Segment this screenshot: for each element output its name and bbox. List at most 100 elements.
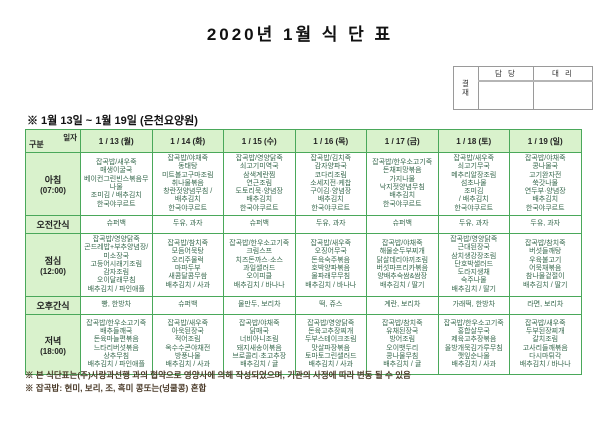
menu-item: 적어조림 (174, 336, 201, 344)
meal-cell: 두유, 과자 (151, 215, 224, 234)
meal-cell: 물만두, 보리차 (223, 296, 296, 315)
menu-item: 미소장국 (103, 252, 130, 260)
menu-item: 깻잎순나물 (457, 352, 490, 360)
menu-item: 배추김치 / 파인애플 (87, 361, 145, 369)
menu-item: 잡곡밥/새우죽 (167, 319, 209, 327)
menu-item: 유채된장국 (386, 327, 419, 335)
date-header: 1 / 14 (화) (151, 129, 224, 153)
menu-item: 모듬어묵탕 (171, 248, 204, 256)
meal-cell: 잡곡밥/한우소고기죽 홍합살무국 제육고추장볶음 올방개묵김가루무침 깻잎순나물 배추김치… (437, 314, 510, 375)
menu-item: 우육불고기 (529, 256, 562, 264)
menu-item: 배추김치 (532, 196, 559, 204)
menu-item: 잡곡밥/참치죽 (381, 319, 423, 327)
menu-item: 코다리조림 (314, 171, 347, 179)
menu-item: 배추김치 / 딸기 (451, 285, 496, 293)
menu-item: 두부된장찌개 (525, 327, 565, 335)
date-header-row: 일자 구분 1 / 13 (월) 1 / 14 (화) 1 / 15 (수) 1 / … (25, 129, 582, 153)
meal-cell: 잡곡밥/새우죽 쇠고기무국 메추리알장조림 섬초나물 조미김 / 배추김치 한국야쿠르트 (437, 152, 510, 216)
menu-item: 잡곡밥/참치죽 (524, 240, 566, 248)
menu-item: 배추김치 / 사과 (165, 281, 210, 289)
meal-cell: 잡곡밥/야채죽 해물순두부찌개 닭살데리야끼조림 버섯파프리카볶음 양배추숙쌈&쌈장 배추… (366, 233, 439, 297)
meal-cell: 두유, 과자 (509, 215, 582, 234)
menu-item: 배추김치 (174, 196, 201, 204)
meal-row: 오후간식 빵, 한방차 슈퍼백 물만두, 보리차 떡, 쥬스 계란, 보리차 가래떡, 한방… (25, 296, 582, 315)
meal-cell: 잡곡밥/김치죽 감자양파국 코다리조림 소세지전·케찹 구이김·양념장 배추김치 한국야쿠르… (294, 152, 367, 216)
meal-cell: 잡곡밥/한우소고기죽 크림스프 치즈돈까스·소스 과일샐러드 오이피클 배추김치 / 바나… (223, 233, 296, 297)
menu-item: 물파래무무침 (311, 273, 351, 281)
menu-item: 마파두부 (174, 265, 201, 272)
menu-item: 잡곡밥/새우죽 (524, 319, 566, 327)
menu-item: 배추김치 / 바나나 (305, 281, 357, 289)
meal-cell: 잡곡밥/한우소고기죽 배추들깨국 돈육마늘편볶음 느타리버섯볶음 상추무침 배추김치 / … (80, 314, 153, 375)
menu-item: 두유, 과자 (530, 220, 561, 228)
date-header: 1 / 17 (금) (366, 129, 439, 153)
menu-item: 잡곡밥/한우소고기죽 (443, 319, 504, 327)
menu-item: 토마토그린샐러드 (304, 352, 357, 360)
menu-item: 라면, 보리차 (527, 301, 564, 309)
menu-item: 배추김치 / 바나나 (519, 361, 571, 369)
menu-item: 닭살데리야끼조림 (376, 256, 429, 264)
menu-item: 콩나물무침 (386, 352, 419, 360)
meal-cell: 잡곡밥/참치죽 모듬어묵탕 오리주물럭 마파두부 새콤달콤무쌈 배추김치 / 사과 (151, 233, 224, 297)
meal-cell: 잡곡밥/새우죽 오징어무국 돈육숙주볶음 호박양파볶음 물파래무무침 배추김치 / 바나나 (294, 233, 367, 297)
menu-item: 배추김치 / 파인애플 (87, 285, 145, 293)
menu-item: 고사리들깨볶음 (522, 344, 568, 352)
meal-cell: 잡곡밥/한우소고기죽 돈채피망볶음 가지나물 낙지젓양념무침 배추김치 한국야쿠르트 (366, 152, 439, 216)
menu-item: 한국야쿠르트 (525, 204, 565, 212)
approval-sign-cell (533, 80, 593, 110)
date-header: 1 / 18 (토) (437, 129, 510, 153)
menu-item: 배추김치 / 사과 (165, 361, 210, 369)
menu-item: 방풍나물 (174, 352, 201, 360)
menu-item: 닭매국 (249, 327, 269, 335)
meal-cell: 잡곡밥/영양닭죽 근대된장국 삼치생강장조림 단호박샐러드 도라지생채 숙주나물 배추김치 … (437, 233, 510, 297)
date-header: 1 / 19 (일) (509, 129, 582, 153)
menu-item: 곤드레밥+부추양념장/ (84, 244, 149, 252)
menu-item: 해물순두부찌개 (379, 248, 425, 256)
menu-item: 갈치조림 (532, 336, 559, 344)
menu-item: 과일샐러드 (243, 265, 276, 272)
menu-item: 물만두, 보리차 (237, 301, 281, 309)
menu-item: 배추김치 / 귤 (240, 361, 279, 369)
menu-item: 제육고추장볶음 (451, 336, 497, 344)
menu-item: 단호박샐러드 (454, 260, 494, 268)
footnote-line: ※ 본 식단표는(주)사랑과선행 과의 협약으로 영양사에 의해 작성되었으며,… (25, 370, 411, 380)
meal-cell: 떡, 쥬스 (294, 296, 367, 315)
menu-item: 도라지생채 (457, 269, 490, 277)
menu-item: 올방개묵김가루무침 (444, 344, 503, 352)
menu-item: 맛살파장볶음 (311, 344, 351, 352)
menu-item: 배추김치 / 바나나 (233, 281, 285, 289)
meal-row-label: 아침 (07:00) (25, 152, 81, 216)
menu-item: 버섯들깨탕 (529, 248, 562, 256)
menu-table: 일자 구분 1 / 13 (월) 1 / 14 (화) 1 / 15 (수) 1 / … (25, 129, 582, 375)
menu-item: 슈퍼백 (106, 220, 126, 228)
menu-item: 콩나물국 (532, 163, 559, 171)
meal-cell: 잡곡밥/영양닭죽 곤드레밥+부추양념장/미소장국 고등어시래기조림 감자조림 오이달래무… (80, 233, 153, 297)
menu-item: 호박양파볶음 (311, 265, 351, 272)
meal-cell: 계란, 보리차 (366, 296, 439, 315)
meal-row-label: 오후간식 (25, 296, 81, 315)
menu-item: 잡곡밥/김치죽 (310, 154, 352, 162)
menu-item: 한국야쿠르트 (168, 204, 208, 212)
meal-row: 아침 (07:00) 잡곡밥/새우죽 매생이굴국 베이컨그린빈스볶음무 나물 조미김 / 배… (25, 152, 582, 216)
menu-item: 슈퍼백 (178, 301, 198, 309)
menu-item: 삼색계란찜 (243, 171, 276, 179)
menu-item: 돈채피망볶음 (382, 167, 422, 175)
menu-item: 잡곡밥/야채죽 (524, 154, 566, 162)
menu-item: 배추김치 / 사과 (308, 361, 353, 369)
menu-item: 근대된장국 (457, 244, 490, 252)
menu-item: 조미김 / 배추김치 (90, 192, 142, 200)
date-header: 1 / 16 (목) (294, 129, 367, 153)
menu-item: 나물 (109, 184, 123, 191)
menu-item: 배추김치 / 사과 (451, 361, 496, 369)
menu-item: 배추김치 (389, 192, 416, 200)
menu-item: 취나물볶음 (171, 179, 204, 187)
menu-item: 잡곡밥/야채죽 (381, 240, 423, 248)
menu-item: 두유, 과자 (458, 220, 489, 228)
menu-item: 구이김·양념장 (310, 188, 352, 196)
approval-header-damdang: 담 당 (478, 66, 534, 82)
menu-item: 가래떡, 한방차 (452, 301, 496, 309)
meal-cell: 잡곡밥/영양닭죽 쇠고기미역국 삼색계란찜 연근조림 도토리묵·양념장 배추김치 한국야쿠르… (223, 152, 296, 216)
menu-item: 양배추숙쌈&쌈장 (377, 273, 428, 281)
menu-item: 잡곡밥/영양닭죽 (450, 235, 498, 243)
date-header: 1 / 15 (수) (223, 129, 296, 153)
